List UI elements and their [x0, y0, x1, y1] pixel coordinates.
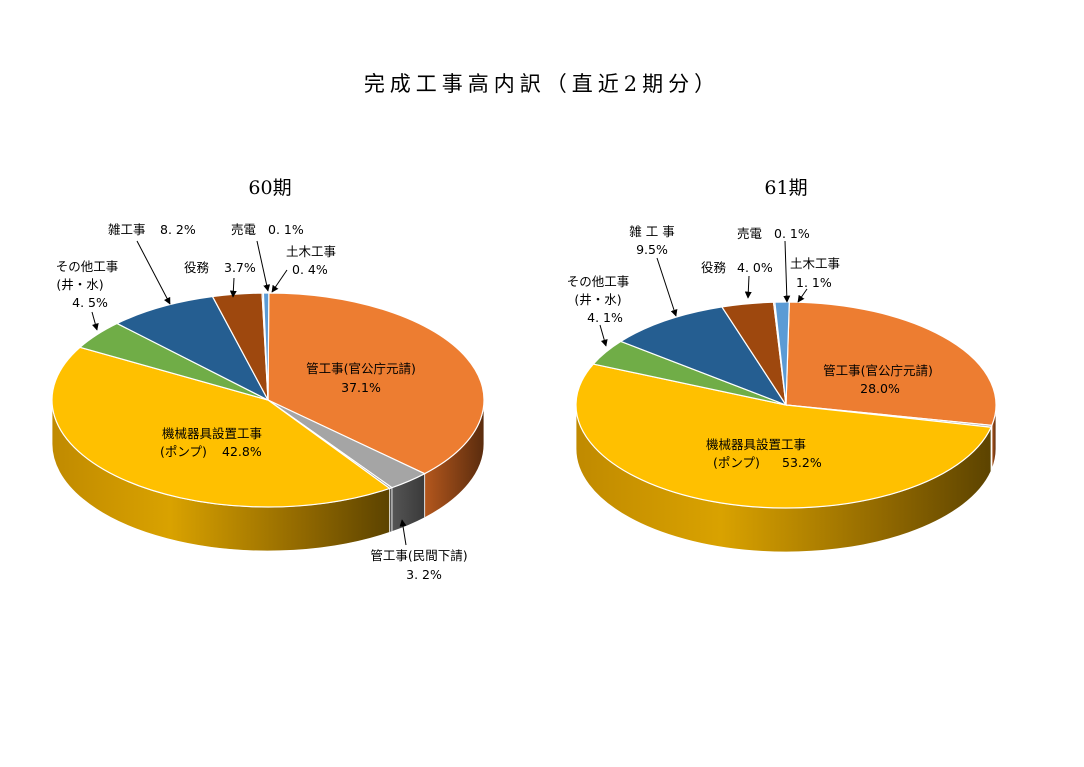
- label-baiden-60: 売電: [231, 222, 257, 237]
- pie61-tops: [575, 301, 997, 509]
- leader-zatsu-61: [656, 257, 678, 317]
- label-kikai-61: 機械器具設置工事: [706, 437, 806, 452]
- pie-slice-61-4: [619, 306, 788, 407]
- value-kan-minkan-60: 3. 2%: [406, 567, 442, 582]
- pie-chart-60: 60期 管工事(官公庁元請) 37.1% 機械器具設置工事 (ポンプ) 42.8…: [51, 177, 485, 582]
- page-title: 完成工事高内訳（直近2期分）: [363, 72, 721, 96]
- label-sonota-60: その他工事: [56, 259, 119, 274]
- pie-slice-60-5: [115, 295, 270, 402]
- leader-ekimu-61: [744, 275, 752, 299]
- pie60-sides: [51, 399, 485, 552]
- label-sonota-sub-61: (井・水): [574, 292, 621, 307]
- label-ekimu-61: 役務: [701, 260, 727, 275]
- label-sonota-sub-60: (井・水): [56, 277, 103, 292]
- value-kikai-61: 53.2%: [782, 455, 822, 470]
- leader-sonota-60: [91, 311, 99, 331]
- value-doboku-61: 1. 1%: [796, 275, 832, 290]
- label-kan-minkan-60: 管工事(民間下請): [370, 548, 467, 563]
- label-doboku-60: 土木工事: [286, 244, 336, 259]
- leader-kanminkan-60: [399, 519, 407, 546]
- value-kan-kankocho-60: 37.1%: [341, 380, 381, 395]
- label-ekimu-60: 役務: [184, 260, 210, 275]
- pie-slice-60-0: [267, 292, 485, 475]
- value-zatsu-61: 9.5%: [636, 242, 668, 257]
- value-sonota-60: 4. 5%: [72, 295, 108, 310]
- label-doboku-61: 土木工事: [790, 256, 840, 271]
- label-zatsu-60: 雑工事: [108, 222, 146, 237]
- label-kan-kankocho-61: 管工事(官公庁元請): [823, 363, 933, 378]
- leader-sonota-61: [599, 324, 608, 347]
- label-kikai-sub-60: (ポンプ): [160, 444, 207, 459]
- value-ekimu-60: 3.7%: [224, 260, 256, 275]
- value-ekimu-61: 4. 0%: [737, 260, 773, 275]
- pie-slice-60-3: [51, 346, 391, 508]
- value-baiden-60: 0. 1%: [268, 222, 304, 237]
- pie60-tops: [51, 292, 485, 508]
- leader-zatsu-60: [136, 240, 171, 305]
- pie-slice-60-8: [262, 292, 270, 401]
- pie-chart-61: 61期 管工事(官公庁元請) 28.0% 機械器具設置工事 (ポンプ) 53.2…: [567, 177, 997, 553]
- leader-doboku-60: [271, 269, 288, 293]
- leader-doboku-61: [797, 288, 808, 303]
- label-kan-kankocho-60: 管工事(官公庁元請): [306, 361, 416, 376]
- label-kikai-sub-61: (ポンプ): [713, 455, 760, 470]
- label-zatsu-61: 雑 工 事: [629, 224, 674, 239]
- label-kikai-60: 機械器具設置工事: [162, 426, 262, 441]
- value-baiden-61: 0. 1%: [774, 226, 810, 241]
- value-sonota-61: 4. 1%: [587, 310, 623, 325]
- leader-baiden-61: [783, 240, 791, 303]
- value-kan-kankocho-61: 28.0%: [860, 381, 900, 396]
- chart-title-61: 61期: [764, 177, 807, 199]
- pie-slice-61-2: [575, 363, 992, 509]
- value-zatsu-60: 8. 2%: [160, 222, 196, 237]
- value-doboku-60: 0. 4%: [292, 262, 328, 277]
- pie-slice-61-0: [785, 301, 997, 427]
- leader-baiden-60: [256, 240, 271, 292]
- label-baiden-61: 売電: [737, 226, 763, 241]
- label-sonota-61: その他工事: [567, 274, 630, 289]
- leader-ekimu-60: [229, 277, 237, 298]
- value-kikai-60: 42.8%: [222, 444, 262, 459]
- chart-title-60: 60期: [248, 177, 291, 199]
